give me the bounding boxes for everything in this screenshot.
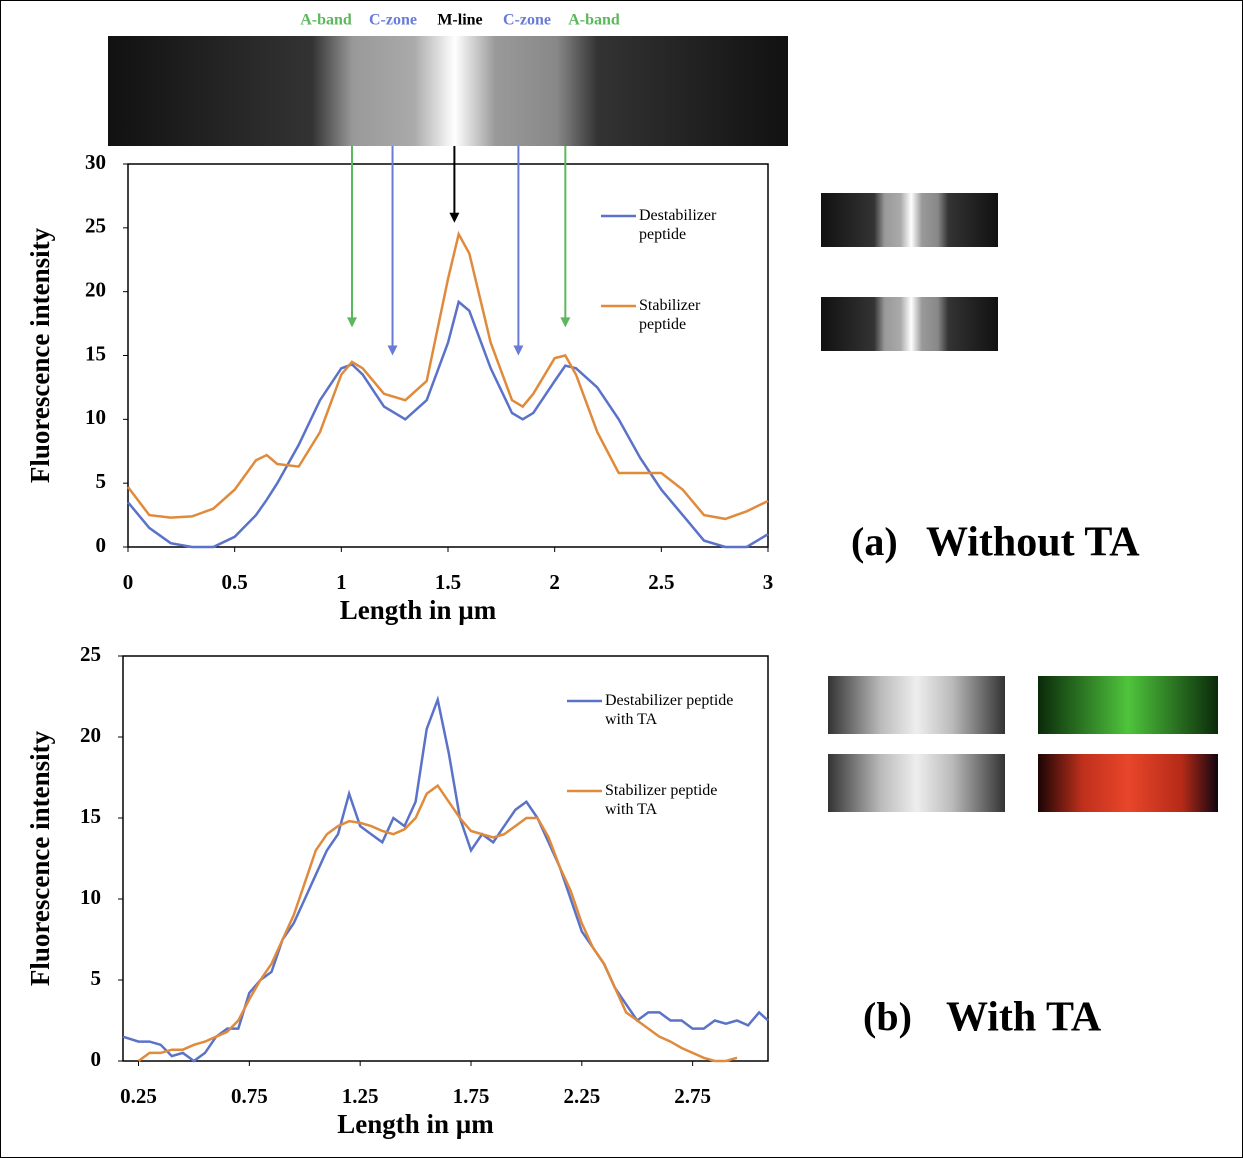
panel-label: (b) bbox=[863, 994, 912, 1039]
micrograph bbox=[828, 676, 1005, 734]
x-tick-label: 2.25 bbox=[563, 1084, 600, 1108]
x-axis-title: Length in µm bbox=[340, 595, 497, 625]
panel-caption: Without TA bbox=[926, 520, 1140, 566]
y-tick-label: 20 bbox=[80, 723, 101, 747]
band-label: C-zone bbox=[369, 12, 417, 29]
micrograph bbox=[821, 297, 998, 351]
arrow-head bbox=[347, 317, 357, 328]
x-tick-label: 2.75 bbox=[674, 1084, 711, 1108]
micrograph bbox=[1038, 754, 1218, 812]
micrograph bbox=[1038, 676, 1218, 734]
arrow-head bbox=[560, 317, 571, 328]
y-tick-label: 0 bbox=[91, 1047, 102, 1071]
legend-label: Destabilizer peptide with TA bbox=[605, 692, 734, 728]
x-tick-label: 0.25 bbox=[120, 1084, 157, 1108]
y-tick-label: 5 bbox=[91, 966, 102, 990]
x-tick-label: 1.75 bbox=[453, 1084, 490, 1108]
x-tick-label: 0 bbox=[123, 570, 134, 594]
micrograph bbox=[828, 754, 1005, 812]
panel-label: (a) bbox=[851, 519, 898, 564]
legend-label: Destabilizer peptide bbox=[639, 207, 717, 243]
y-tick-label: 10 bbox=[85, 405, 106, 429]
x-tick-label: 1 bbox=[336, 570, 347, 594]
y-axis-title: Fluorescence intensity bbox=[25, 730, 55, 986]
x-tick-label: 1.25 bbox=[342, 1084, 379, 1108]
x-tick-label: 2.5 bbox=[648, 570, 674, 594]
x-tick-label: 0.5 bbox=[222, 570, 248, 594]
x-tick-label: 0.75 bbox=[231, 1084, 268, 1108]
arrow-head bbox=[449, 212, 460, 223]
series-line bbox=[127, 230, 769, 521]
y-tick-label: 15 bbox=[85, 341, 106, 365]
arrow-head bbox=[513, 345, 524, 356]
x-tick-label: 3 bbox=[763, 570, 774, 594]
series-line bbox=[127, 299, 769, 549]
series-line bbox=[122, 695, 769, 1063]
band-label: A-band bbox=[300, 12, 352, 29]
y-tick-label: 0 bbox=[96, 533, 107, 557]
band-label: C-zone bbox=[503, 12, 551, 29]
legend-label: Stabilizer peptide with TA bbox=[605, 782, 718, 818]
y-tick-label: 30 bbox=[85, 150, 106, 174]
y-tick-label: 25 bbox=[85, 214, 106, 238]
panel-caption: With TA bbox=[946, 995, 1102, 1041]
y-tick-label: 25 bbox=[80, 642, 101, 666]
y-tick-label: 10 bbox=[80, 885, 101, 909]
arrow-head bbox=[387, 345, 398, 356]
y-tick-label: 20 bbox=[85, 277, 106, 301]
micrograph-strip bbox=[108, 36, 788, 146]
x-axis-title: Length in µm bbox=[337, 1109, 494, 1139]
band-label: A-band bbox=[568, 12, 620, 29]
x-tick-label: 1.5 bbox=[435, 570, 461, 594]
y-tick-label: 15 bbox=[80, 804, 101, 828]
x-tick-label: 2 bbox=[549, 570, 560, 594]
micrograph bbox=[821, 193, 998, 247]
y-axis-title: Fluorescence intensity bbox=[25, 227, 55, 483]
band-label: M-line bbox=[437, 12, 482, 29]
series-line bbox=[137, 783, 738, 1063]
legend-label: Stabilizer peptide bbox=[639, 297, 701, 333]
plot-frame bbox=[122, 655, 769, 1062]
y-tick-label: 5 bbox=[96, 469, 107, 493]
